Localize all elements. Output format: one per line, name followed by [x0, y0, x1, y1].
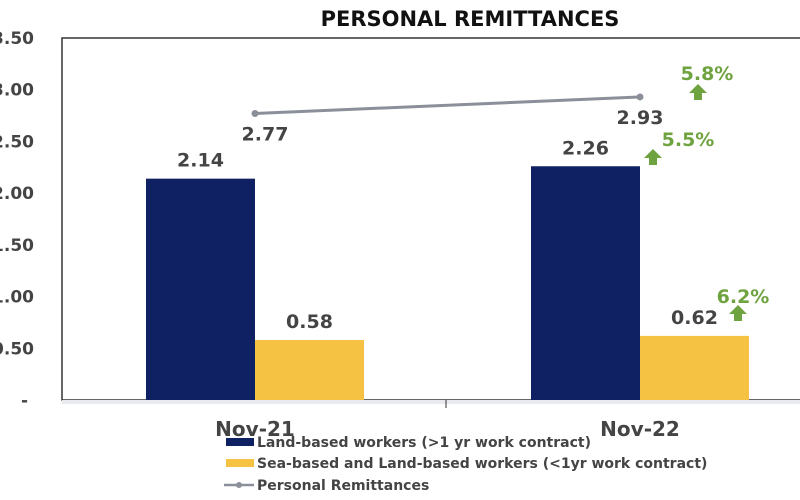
up-arrow-icon — [644, 149, 662, 165]
growth-label: 5.5% — [662, 129, 715, 151]
bar-sea — [640, 335, 749, 400]
bar-sea — [255, 340, 364, 400]
data-label: 2.93 — [617, 107, 664, 129]
growth-label: 5.8% — [681, 63, 734, 85]
chart-title: PERSONAL REMITTANCES — [321, 7, 620, 31]
bar-land — [531, 166, 640, 400]
legend-label: Sea-based and Land-based workers (<1yr w… — [257, 456, 707, 472]
up-arrow-icon — [729, 305, 747, 321]
y-tick-label: 1.50 — [0, 236, 34, 256]
data-label: 2.14 — [177, 150, 224, 172]
line-point — [251, 110, 259, 118]
x-tick-label: Nov-22 — [600, 417, 680, 441]
bar-land — [146, 178, 255, 400]
x-tick-label: Nov-21 — [215, 417, 295, 441]
y-tick-label: - — [21, 391, 28, 411]
growth-label: 6.2% — [717, 286, 770, 308]
up-arrow-icon — [689, 84, 707, 100]
legend-swatch — [226, 438, 254, 446]
x-axis — [62, 400, 800, 404]
data-label: 0.58 — [286, 311, 333, 333]
data-label: 2.77 — [242, 124, 289, 146]
y-tick-label: 1.00 — [0, 288, 34, 308]
data-label: 0.62 — [671, 307, 718, 329]
y-tick-label: 3.00 — [0, 81, 34, 101]
y-tick-label: 2.00 — [0, 184, 34, 204]
legend-swatch-marker — [236, 482, 242, 488]
legend-label: Personal Remittances — [257, 478, 429, 494]
legend-swatch — [226, 459, 254, 467]
y-tick-label: 0.50 — [0, 339, 34, 359]
line-personal-remittances — [254, 95, 641, 116]
y-tick-label: 3.50 — [0, 29, 34, 49]
y-tick-label: 2.50 — [0, 132, 34, 152]
legend-label: Land-based workers (>1 yr work contract) — [257, 435, 591, 451]
line-point — [636, 93, 644, 101]
data-label: 2.26 — [562, 137, 609, 159]
